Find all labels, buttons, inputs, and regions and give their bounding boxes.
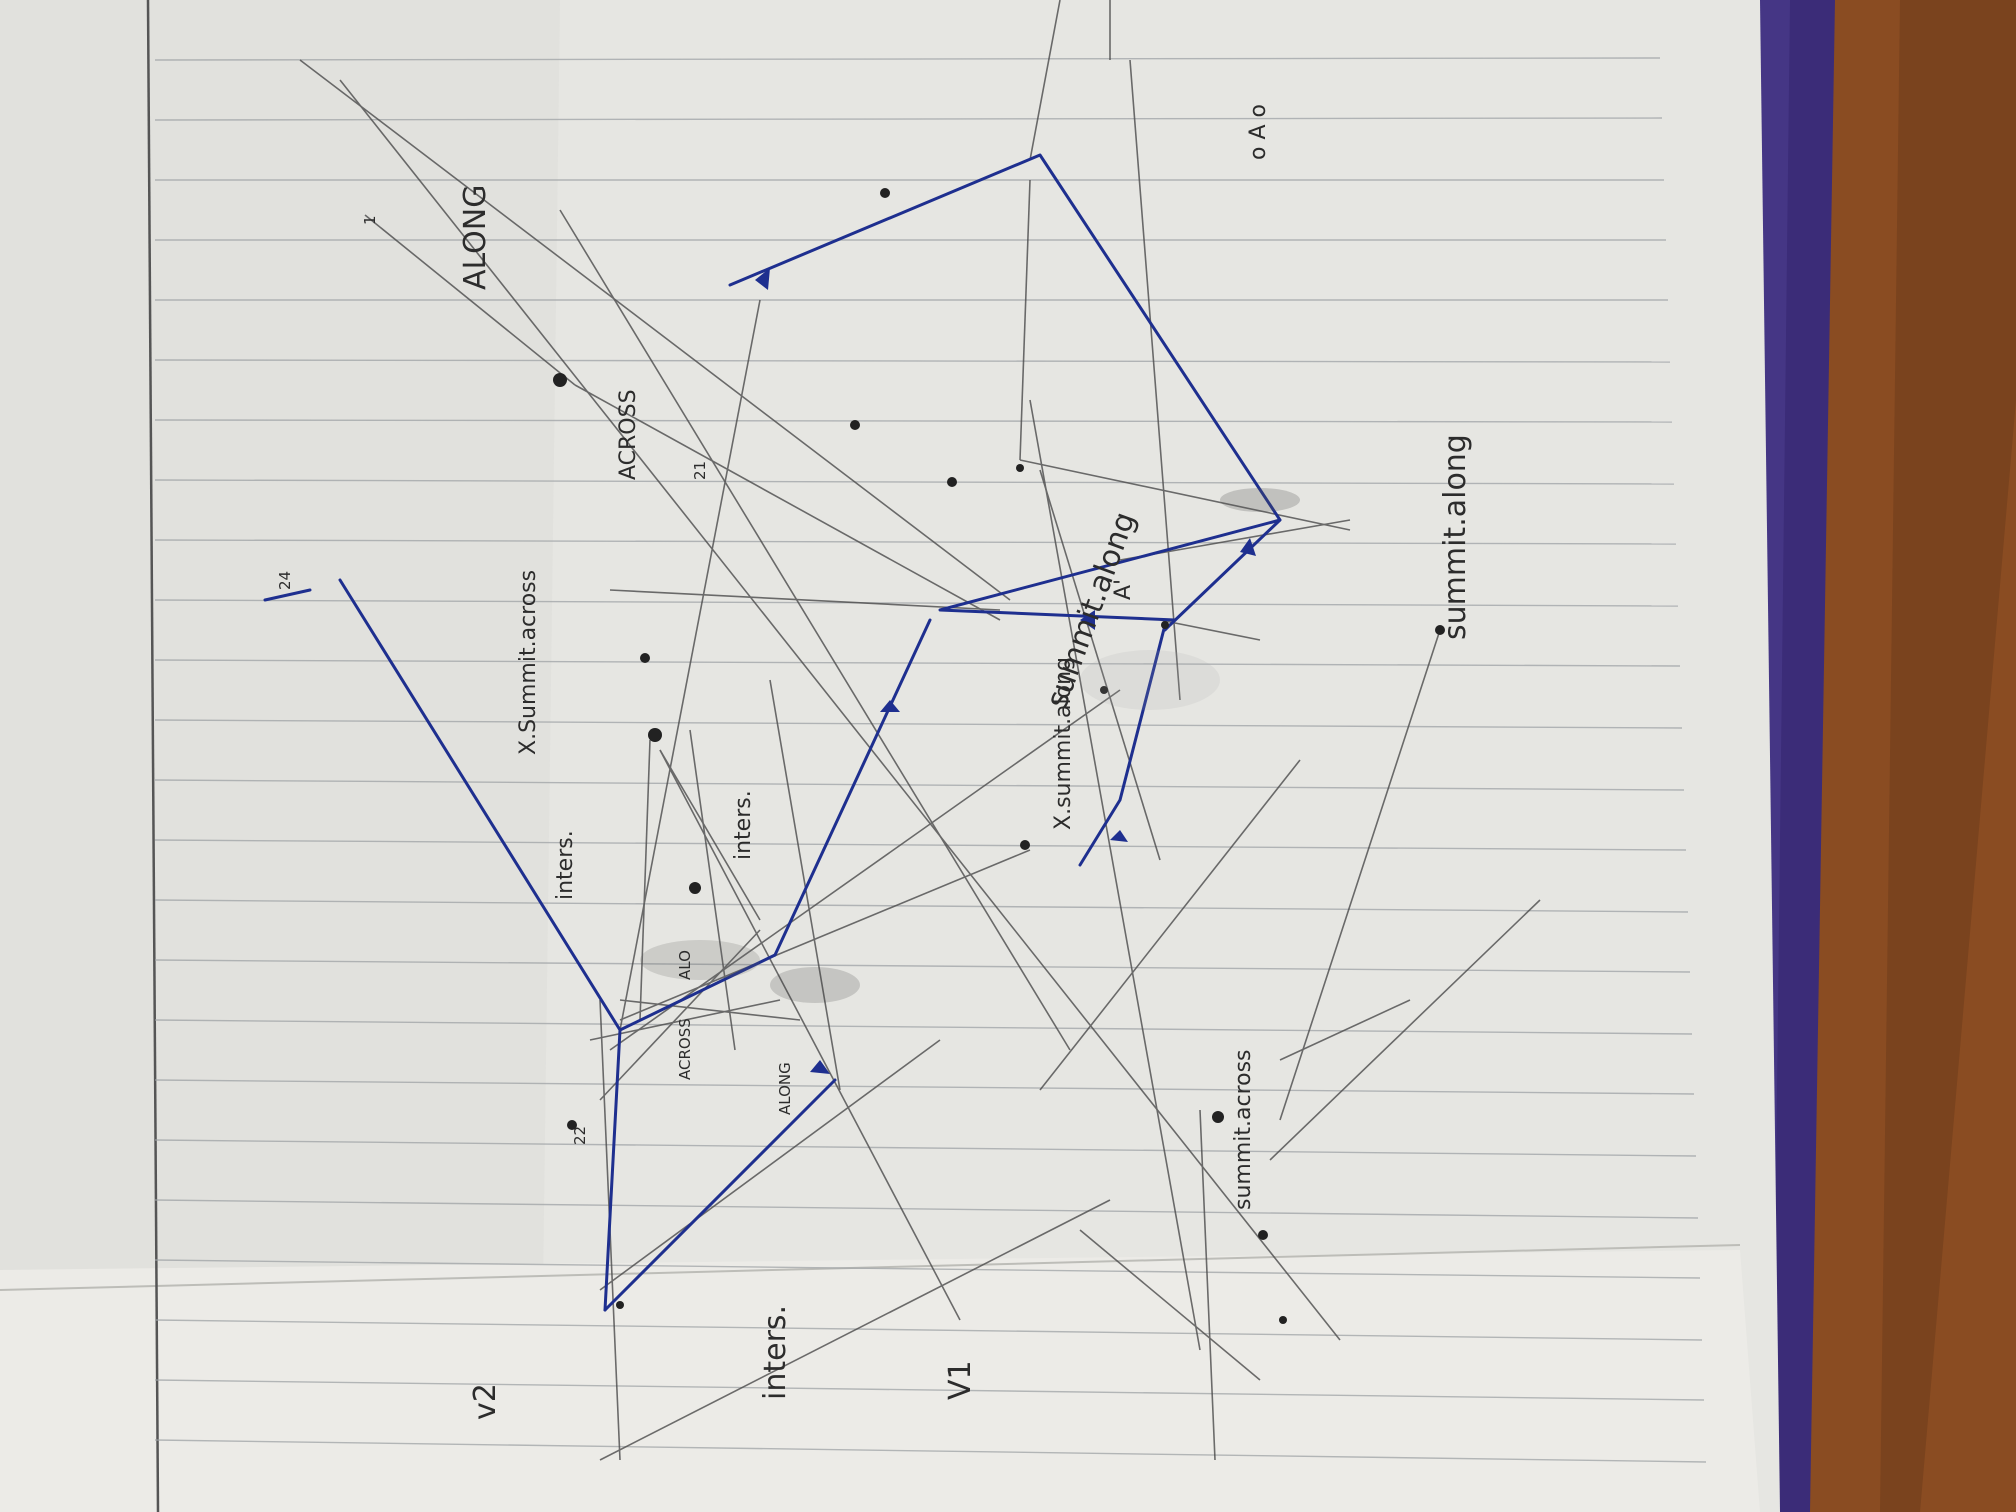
ruled-lines [154, 57, 1707, 1463]
label-alo: ALO [676, 950, 694, 980]
label-v1: V1 [943, 1360, 978, 1400]
paper-sheet [0, 0, 1780, 1512]
label-inters-bottom: inters. [758, 1305, 793, 1400]
ink-lines [263, 153, 1282, 1312]
label-x-summit-across: X.Summit.across [516, 570, 541, 755]
pencil-lines [299, 0, 1541, 1461]
ink-arrows [755, 268, 1256, 1074]
label-v2: v2 [468, 1383, 503, 1420]
label-inters-left: inters. [553, 830, 578, 900]
label-mark-dots: o A o [1246, 104, 1271, 160]
label-inters-right: inters. [731, 790, 756, 860]
label-mark-24: 24 [276, 571, 294, 590]
label-mark-22: 22 [571, 1126, 589, 1145]
label-across-mid: ACROSS [676, 1018, 694, 1080]
label-summit-along-right: summit.along [1438, 434, 1473, 640]
label-across-top: ACROSS [616, 389, 641, 480]
label-along-top: ALONG [458, 185, 493, 290]
label-mark-21: 21 [691, 461, 709, 480]
label-x-summit-along: X.summit.along [1051, 657, 1076, 830]
label-mark-1: 1 [361, 215, 379, 225]
label-summit-across: summit.across [1231, 1049, 1256, 1210]
ink-dots [553, 188, 1445, 1324]
label-mark-a: A' [1111, 579, 1136, 600]
label-along-mid: ALONG [776, 1062, 794, 1115]
pencil-smudges [640, 488, 1300, 1003]
